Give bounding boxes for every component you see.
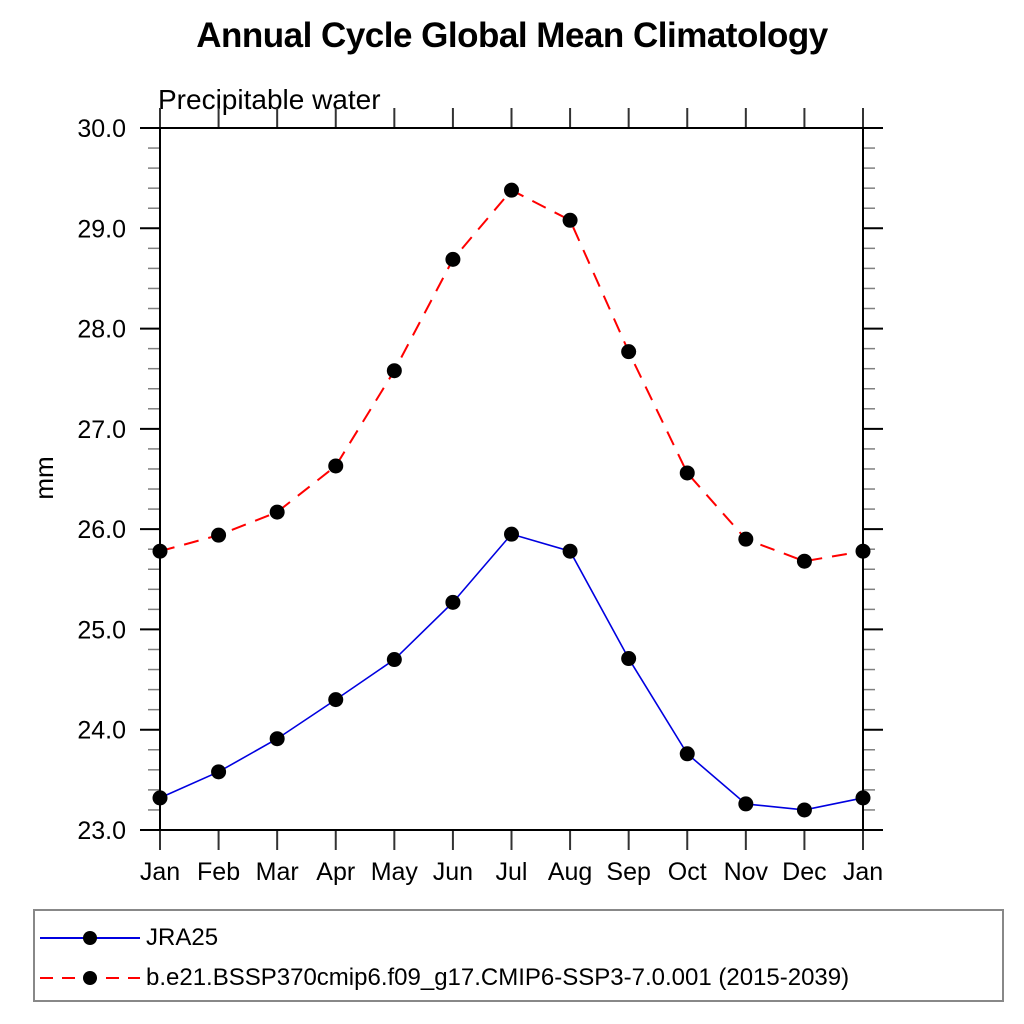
y-tick-label: 24.0 xyxy=(77,717,126,745)
x-tick-label: Apr xyxy=(316,858,355,886)
data-point-marker xyxy=(855,790,871,806)
series-line-0 xyxy=(159,533,864,811)
data-point-marker xyxy=(679,746,695,762)
x-tick-label: Oct xyxy=(668,858,707,886)
legend-item-model: b.e21.BSSP370cmip6.f09_g17.CMIP6-SSP3-7.… xyxy=(39,958,1002,998)
legend-line-sample-dashed xyxy=(40,971,140,985)
data-point-marker xyxy=(621,344,637,360)
data-point-marker xyxy=(386,652,402,668)
series-line-1 xyxy=(159,188,864,563)
y-tick-label: 27.0 xyxy=(77,416,126,444)
data-point-marker xyxy=(855,543,871,559)
x-tick-label: Nov xyxy=(724,858,769,886)
y-tick-label: 25.0 xyxy=(77,616,126,644)
data-point-marker xyxy=(211,527,227,543)
data-point-marker xyxy=(738,531,754,547)
data-point-marker xyxy=(328,458,344,474)
data-point-marker xyxy=(562,212,578,228)
y-tick-label: 28.0 xyxy=(77,316,126,344)
data-point-marker xyxy=(504,182,519,198)
data-point-marker xyxy=(796,553,812,569)
x-tick-label: Jan xyxy=(843,858,883,886)
data-point-marker xyxy=(562,543,578,559)
x-tick-label: Jul xyxy=(496,858,528,886)
data-point-marker xyxy=(152,790,168,806)
y-tick-label: 30.0 xyxy=(77,115,126,143)
data-point-marker xyxy=(738,796,754,812)
data-point-marker xyxy=(152,543,168,559)
data-point-marker xyxy=(796,802,812,818)
legend-label-jra25: JRA25 xyxy=(146,924,219,951)
data-point-marker xyxy=(386,363,402,379)
x-tick-label: Mar xyxy=(256,858,299,886)
chart-title: Annual Cycle Global Mean Climatology xyxy=(196,16,828,55)
legend-label-model: b.e21.BSSP370cmip6.f09_g17.CMIP6-SSP3-7.… xyxy=(146,964,850,991)
chart-subtitle: Precipitable water xyxy=(158,84,381,115)
data-point-marker xyxy=(621,651,637,667)
x-tick-label: May xyxy=(371,858,419,886)
x-tick-label: Jun xyxy=(433,858,473,886)
data-point-marker xyxy=(504,526,519,542)
data-point-marker xyxy=(269,504,285,520)
y-tick-label: 23.0 xyxy=(77,817,126,845)
data-point-marker xyxy=(328,692,344,708)
x-tick-label: Sep xyxy=(606,858,650,886)
data-point-marker xyxy=(211,764,227,780)
x-tick-label: Aug xyxy=(548,858,592,886)
legend-line-sample-solid xyxy=(40,931,140,945)
x-tick-label: Feb xyxy=(197,858,240,886)
y-tick-label: 29.0 xyxy=(77,215,126,243)
data-point-marker xyxy=(445,251,461,267)
data-point-marker xyxy=(679,465,695,481)
data-point-marker xyxy=(445,594,461,610)
data-point-marker xyxy=(269,731,285,747)
plot-frame xyxy=(159,127,864,831)
legend-item-jra25: JRA25 xyxy=(39,918,1002,958)
x-tick-label: Dec xyxy=(782,858,826,886)
legend: JRA25 b.e21.BSSP370cmip6.f09_g17.CMIP6-S… xyxy=(33,909,1004,1002)
y-tick-label: 26.0 xyxy=(77,516,126,544)
x-tick-label: Jan xyxy=(140,858,180,886)
